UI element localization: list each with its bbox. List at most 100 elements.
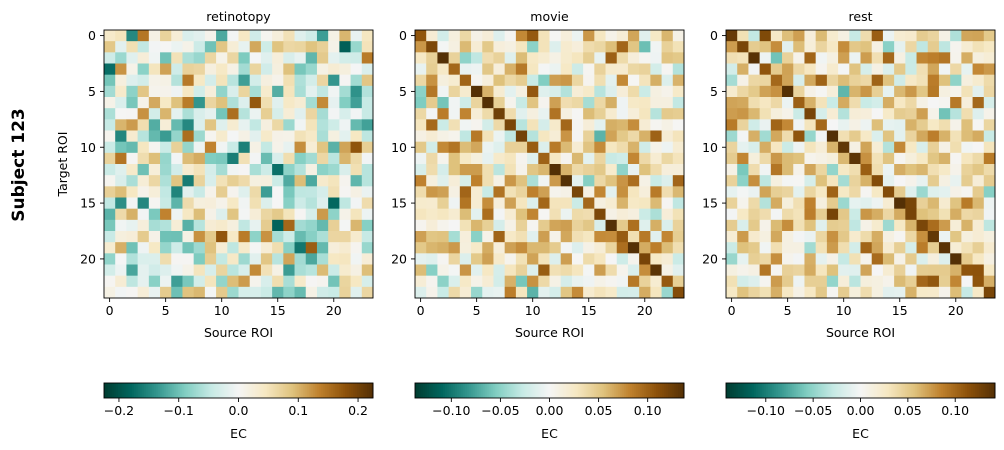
cell-5-14 bbox=[260, 85, 273, 98]
cell-13-20 bbox=[639, 175, 651, 187]
colorbar-label: EC bbox=[541, 426, 558, 441]
cell-1-12 bbox=[238, 41, 251, 53]
cell-3-14 bbox=[571, 63, 584, 76]
colorbar-segment bbox=[242, 383, 246, 398]
cell-4-7 bbox=[804, 74, 817, 87]
cell-12-17 bbox=[605, 164, 618, 176]
cell-7-20 bbox=[950, 108, 962, 120]
cell-5-10 bbox=[216, 85, 228, 98]
cell-14-17 bbox=[294, 186, 307, 198]
cell-6-1 bbox=[115, 97, 127, 109]
cell-21-20 bbox=[950, 264, 962, 277]
cell-23-4 bbox=[770, 286, 783, 299]
cell-20-22 bbox=[972, 253, 985, 265]
colorbar-segment bbox=[276, 383, 280, 398]
cell-0-16 bbox=[283, 30, 295, 42]
cell-20-6 bbox=[793, 253, 805, 265]
cell-17-10 bbox=[216, 219, 228, 232]
cell-1-9 bbox=[204, 41, 217, 53]
cell-10-19 bbox=[938, 141, 951, 154]
cell-21-2 bbox=[437, 264, 450, 277]
cell-17-19 bbox=[938, 219, 951, 232]
colorbar-segment bbox=[764, 383, 767, 398]
colorbar-segment bbox=[493, 383, 496, 398]
cell-10-9 bbox=[515, 141, 528, 154]
cell-16-6 bbox=[793, 208, 805, 221]
cell-5-12 bbox=[549, 85, 562, 98]
cell-8-4 bbox=[148, 119, 161, 131]
colorbar-segment bbox=[505, 383, 508, 398]
cell-23-1 bbox=[737, 286, 749, 299]
cell-3-20 bbox=[639, 63, 651, 76]
cell-8-6 bbox=[482, 119, 494, 131]
cell-14-8 bbox=[815, 186, 828, 198]
cell-7-19 bbox=[316, 108, 329, 120]
cell-0-15 bbox=[894, 30, 906, 42]
cell-16-15 bbox=[894, 208, 906, 221]
cell-21-13 bbox=[871, 264, 884, 277]
cell-13-11 bbox=[538, 175, 550, 187]
colorbar-segment bbox=[970, 383, 974, 398]
cell-10-9 bbox=[204, 141, 217, 154]
cell-16-9 bbox=[826, 208, 839, 221]
colorbar-segment bbox=[433, 383, 436, 398]
colorbar-segment bbox=[178, 383, 181, 398]
cell-4-23 bbox=[983, 74, 996, 87]
cell-9-2 bbox=[126, 130, 139, 143]
cell-1-11 bbox=[538, 41, 550, 53]
cell-5-0 bbox=[726, 85, 738, 98]
cell-18-1 bbox=[115, 231, 127, 243]
cell-16-21 bbox=[650, 208, 662, 221]
cell-16-14 bbox=[260, 208, 273, 221]
colorbar-segment bbox=[356, 383, 360, 398]
colorbar-segment bbox=[770, 383, 773, 398]
cell-7-5 bbox=[782, 108, 794, 120]
cell-4-14 bbox=[882, 74, 895, 87]
cell-21-10 bbox=[527, 264, 539, 277]
colorbar-segment bbox=[142, 383, 145, 398]
colorbar-segment bbox=[906, 383, 910, 398]
cell-7-3 bbox=[137, 108, 150, 120]
cell-8-21 bbox=[339, 119, 351, 131]
cell-19-13 bbox=[560, 242, 573, 254]
cell-21-5 bbox=[160, 264, 172, 277]
cell-10-4 bbox=[148, 141, 161, 154]
cell-14-11 bbox=[538, 186, 550, 198]
cell-20-19 bbox=[938, 253, 951, 265]
cell-19-3 bbox=[759, 242, 772, 254]
cell-17-21 bbox=[650, 219, 662, 232]
cell-21-1 bbox=[737, 264, 749, 277]
cell-16-18 bbox=[616, 208, 629, 221]
cell-8-7 bbox=[804, 119, 817, 131]
cell-3-6 bbox=[171, 63, 183, 76]
cell-7-17 bbox=[605, 108, 618, 120]
cell-8-12 bbox=[238, 119, 251, 131]
cell-11-22 bbox=[661, 152, 674, 165]
colorbar-segment bbox=[645, 383, 649, 398]
cell-20-3 bbox=[448, 253, 461, 265]
cell-18-19 bbox=[316, 231, 329, 243]
colorbar-segment bbox=[603, 383, 607, 398]
colorbar-segment bbox=[605, 383, 609, 398]
cell-1-19 bbox=[316, 41, 329, 53]
cell-19-10 bbox=[527, 242, 539, 254]
cell-4-21 bbox=[339, 74, 351, 87]
cell-14-17 bbox=[605, 186, 618, 198]
cell-10-1 bbox=[426, 141, 438, 154]
cell-9-7 bbox=[493, 130, 506, 143]
heatmap-cells bbox=[104, 30, 374, 299]
cell-1-9 bbox=[826, 41, 839, 53]
cell-5-11 bbox=[538, 85, 550, 98]
cell-0-6 bbox=[793, 30, 805, 42]
cell-18-4 bbox=[459, 231, 472, 243]
cell-11-14 bbox=[882, 152, 895, 165]
x-tick-label: 15 bbox=[270, 303, 286, 318]
cell-12-2 bbox=[126, 164, 139, 176]
colorbar-segment bbox=[924, 383, 928, 398]
cell-3-10 bbox=[838, 63, 850, 76]
cell-8-10 bbox=[216, 119, 228, 131]
cell-12-22 bbox=[972, 164, 985, 176]
cell-10-11 bbox=[849, 141, 861, 154]
subject-title: Subject 123 bbox=[9, 108, 29, 221]
